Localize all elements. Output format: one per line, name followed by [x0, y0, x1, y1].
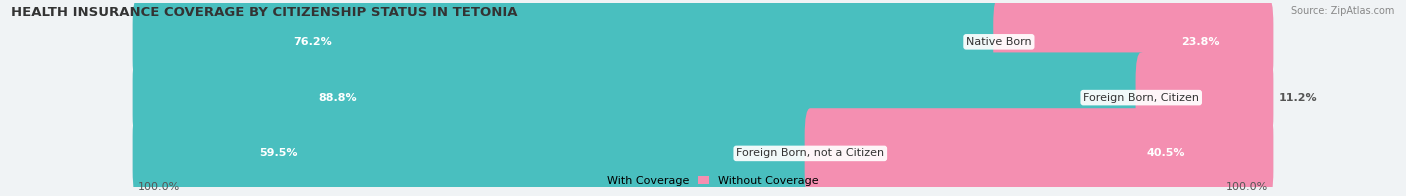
FancyBboxPatch shape [132, 108, 1274, 196]
FancyBboxPatch shape [804, 108, 1274, 196]
Text: Foreign Born, Citizen: Foreign Born, Citizen [1083, 93, 1199, 103]
FancyBboxPatch shape [132, 52, 1274, 143]
Text: HEALTH INSURANCE COVERAGE BY CITIZENSHIP STATUS IN TETONIA: HEALTH INSURANCE COVERAGE BY CITIZENSHIP… [11, 6, 517, 19]
Text: 59.5%: 59.5% [259, 148, 298, 158]
Text: 100.0%: 100.0% [138, 182, 180, 192]
Text: Foreign Born, not a Citizen: Foreign Born, not a Citizen [737, 148, 884, 158]
FancyBboxPatch shape [993, 0, 1274, 87]
Text: 40.5%: 40.5% [1147, 148, 1185, 158]
Text: 88.8%: 88.8% [319, 93, 357, 103]
FancyBboxPatch shape [132, 52, 1147, 143]
Text: 11.2%: 11.2% [1279, 93, 1317, 103]
FancyBboxPatch shape [132, 0, 1004, 87]
FancyBboxPatch shape [132, 108, 815, 196]
Text: 100.0%: 100.0% [1226, 182, 1268, 192]
Text: 23.8%: 23.8% [1181, 37, 1219, 47]
Legend: With Coverage, Without Coverage: With Coverage, Without Coverage [582, 172, 824, 191]
Text: 76.2%: 76.2% [294, 37, 332, 47]
FancyBboxPatch shape [132, 0, 1274, 87]
Text: Source: ZipAtlas.com: Source: ZipAtlas.com [1291, 6, 1395, 16]
FancyBboxPatch shape [1136, 52, 1274, 143]
Text: Native Born: Native Born [966, 37, 1032, 47]
